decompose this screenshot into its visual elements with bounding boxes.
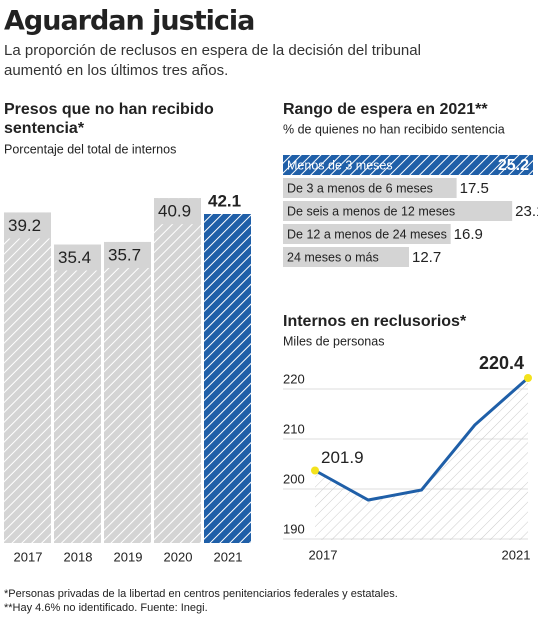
value-label: 16.9 — [454, 226, 483, 243]
bar — [204, 188, 251, 543]
y-tick-label: 200 — [283, 471, 305, 486]
chart-title: Rango de espera en 2021** — [283, 101, 488, 118]
value-label: 201.9 — [321, 448, 364, 467]
chart-subtitle: Miles de personas — [283, 334, 384, 348]
label-bg — [154, 198, 201, 225]
bar — [283, 224, 451, 244]
y-tick-label: 210 — [283, 421, 305, 436]
category-label: Menos de 3 meses — [287, 158, 393, 172]
footnote: *Personas privadas de la libertad en cen… — [4, 588, 398, 600]
bar — [283, 247, 409, 267]
bar — [4, 212, 51, 543]
bar — [154, 198, 201, 543]
x-tick-label: 2020 — [164, 549, 193, 564]
chart-subtitle: Porcentaje del total de internos — [4, 142, 176, 156]
x-tick-label: 2019 — [114, 549, 143, 564]
x-tick-label: 2017 — [14, 549, 43, 564]
bar — [54, 244, 101, 543]
bar — [283, 155, 533, 175]
value-label: 220.4 — [479, 353, 524, 373]
footnote: **Hay 4.6% no identificado. Fuente: Ineg… — [4, 602, 208, 614]
label-bg — [54, 244, 101, 271]
point — [524, 374, 532, 382]
category-label: 24 meses o más — [287, 250, 379, 264]
chart-title: Internos en reclusorios* — [283, 313, 467, 330]
subtitle: La proporción de reclusos en espera de l… — [4, 42, 421, 59]
chart-subtitle: % de quienes no han recibido sentencia — [283, 122, 505, 136]
category-label: De 3 a menos de 6 meses — [287, 181, 433, 195]
value-label: 17.5 — [460, 180, 489, 197]
category-label: De seis a menos de 12 meses — [287, 204, 455, 218]
subtitle: aumentó en los últimos tres años. — [4, 62, 228, 79]
value-label: 35.7 — [108, 245, 141, 264]
value-label: 23.1 — [515, 203, 538, 220]
point — [311, 466, 319, 475]
bar — [283, 178, 457, 198]
x-tick-label: 2018 — [64, 549, 93, 564]
y-tick-label: 220 — [283, 371, 305, 386]
chart-title: sentencia* — [4, 120, 85, 137]
title: Aguardan justicia — [4, 6, 254, 37]
x-tick-label: 2021 — [214, 549, 243, 564]
category-label: De 12 a menos de 24 meses — [287, 227, 447, 241]
value-label: 35.4 — [58, 248, 91, 267]
label-bg — [104, 241, 151, 268]
value-label: 39.2 — [8, 216, 41, 235]
bar — [104, 241, 151, 544]
area — [315, 378, 528, 540]
value-label: 12.7 — [412, 249, 441, 266]
y-tick-label: 190 — [283, 521, 305, 536]
label-bg — [204, 188, 251, 214]
bar — [283, 201, 513, 221]
line — [314, 376, 529, 502]
value-label: 25.2 — [498, 157, 529, 174]
label-bg — [4, 212, 51, 239]
chart-title: Presos que no han recibido — [4, 101, 214, 118]
value-label: 42.1 — [208, 191, 241, 210]
x-tick-label: 2021 — [502, 547, 531, 562]
value-label: 40.9 — [158, 202, 191, 221]
x-tick-label: 2017 — [309, 547, 338, 562]
